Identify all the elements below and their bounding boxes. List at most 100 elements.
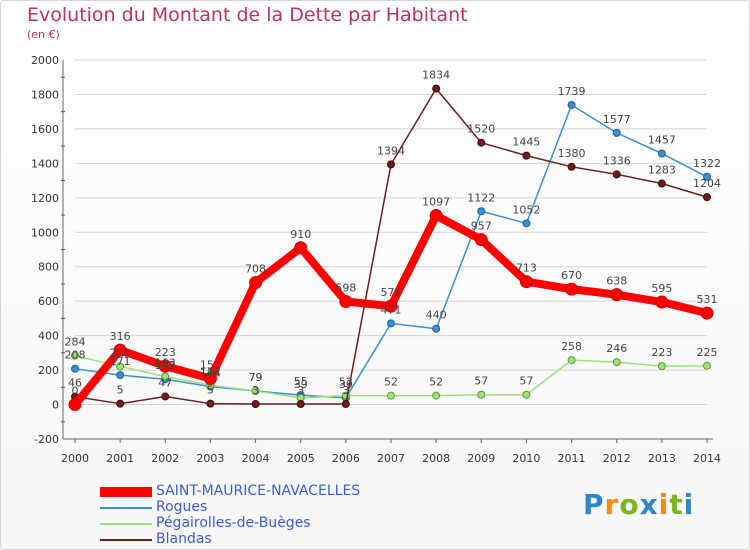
x-tick-label: 2008 (422, 452, 450, 465)
data-label: 104 (200, 367, 221, 380)
x-tick-label: 2009 (467, 452, 495, 465)
data-point (477, 207, 486, 216)
data-point (612, 170, 621, 179)
data-point (161, 392, 170, 401)
data-point (657, 179, 666, 188)
data-label: 221 (110, 346, 131, 359)
legend-item: Blandas (100, 531, 430, 548)
data-label: 708 (245, 263, 266, 276)
data-point (387, 319, 395, 328)
data-point (703, 361, 711, 370)
legend-item: Rogues (100, 499, 430, 516)
legend-label: SAINT-MAURICE-NAVACELLES (156, 483, 361, 499)
data-point (655, 295, 669, 309)
data-label: 79 (249, 371, 263, 384)
data-point (567, 100, 576, 109)
data-label: 208 (65, 349, 86, 362)
data-label: 52 (429, 376, 443, 389)
data-point (432, 84, 441, 93)
chart-title: Evolution du Montant de la Dette par Hab… (27, 4, 468, 26)
data-point (522, 151, 531, 160)
data-label: 57 (519, 375, 533, 388)
data-label: 1204 (693, 177, 721, 190)
legend-swatch (100, 487, 152, 497)
data-label: 3 (297, 384, 304, 397)
data-label: 1380 (558, 147, 586, 160)
y-tick-label: 400 (38, 330, 59, 343)
data-label: 163 (155, 356, 176, 369)
data-label: 223 (155, 346, 176, 359)
legend-item: SAINT-MAURICE-NAVACELLES (100, 483, 430, 500)
chart-subtitle: (en €) (27, 28, 60, 41)
data-label: 595 (651, 282, 672, 295)
data-label: 258 (561, 340, 582, 353)
data-point (703, 193, 711, 202)
data-point (432, 391, 441, 400)
data-point (610, 288, 624, 302)
data-point (612, 358, 621, 367)
data-point (341, 400, 350, 409)
data-label: 1457 (648, 134, 676, 147)
data-point (567, 162, 576, 171)
data-point (251, 386, 260, 395)
data-label: 171 (110, 355, 131, 368)
data-label: 713 (516, 262, 537, 275)
data-label: 147 (155, 359, 176, 372)
legend: SAINT-MAURICE-NAVACELLES Rogues Pégairolle… (100, 483, 430, 548)
data-point (522, 390, 531, 399)
data-label: 225 (697, 346, 718, 359)
legend-swatch (100, 539, 152, 541)
data-point (203, 372, 217, 386)
data-point (206, 399, 215, 408)
data-point (339, 295, 353, 309)
data-point (567, 356, 576, 365)
data-label: 638 (606, 275, 627, 288)
data-label: 57 (474, 375, 488, 388)
data-point (429, 209, 443, 223)
data-point (387, 391, 395, 400)
data-point (71, 351, 79, 360)
data-label: 1739 (558, 85, 586, 98)
y-tick-label: -200 (34, 433, 59, 446)
data-point (565, 282, 579, 296)
data-point (113, 343, 127, 357)
data-point (116, 362, 125, 371)
x-tick-label: 2010 (512, 452, 540, 465)
data-point (519, 275, 533, 289)
x-tick-label: 2002 (151, 452, 179, 465)
data-label: 1322 (693, 157, 721, 170)
data-point (116, 399, 125, 408)
x-tick-label: 2011 (558, 452, 586, 465)
data-label: 79 (249, 371, 263, 384)
data-point (612, 128, 621, 137)
data-point (158, 359, 172, 373)
data-label: 531 (697, 293, 718, 306)
y-tick-label: 2000 (31, 54, 59, 67)
legend-swatch (100, 523, 152, 525)
data-label: 3 (342, 384, 349, 397)
line-chart: -200 0 200 400 600 800 1000 1200 1400 1600 1800 200… (31, 54, 721, 465)
data-point (657, 149, 666, 158)
data-label: 284 (65, 336, 86, 349)
data-label: 151 (200, 359, 221, 372)
data-label: 910 (290, 228, 311, 241)
data-label: 1520 (467, 123, 495, 136)
x-tick-label: 2006 (332, 452, 360, 465)
data-label: 1052 (512, 203, 540, 216)
legend-label: Blandas (156, 531, 212, 547)
data-label: 957 (471, 220, 492, 233)
data-point (161, 372, 170, 381)
data-label: 471 (381, 303, 402, 316)
data-point (700, 306, 714, 320)
data-label: 1577 (603, 113, 631, 126)
data-label: 52 (384, 376, 398, 389)
data-point (384, 299, 398, 313)
data-point (116, 371, 125, 380)
data-point (522, 219, 531, 228)
x-tick-label: 2012 (603, 452, 631, 465)
x-tick-label: 2003 (196, 452, 224, 465)
y-tick-label: 0 (52, 399, 59, 412)
y-tick-label: 200 (38, 364, 59, 377)
data-label: 5 (207, 384, 214, 397)
